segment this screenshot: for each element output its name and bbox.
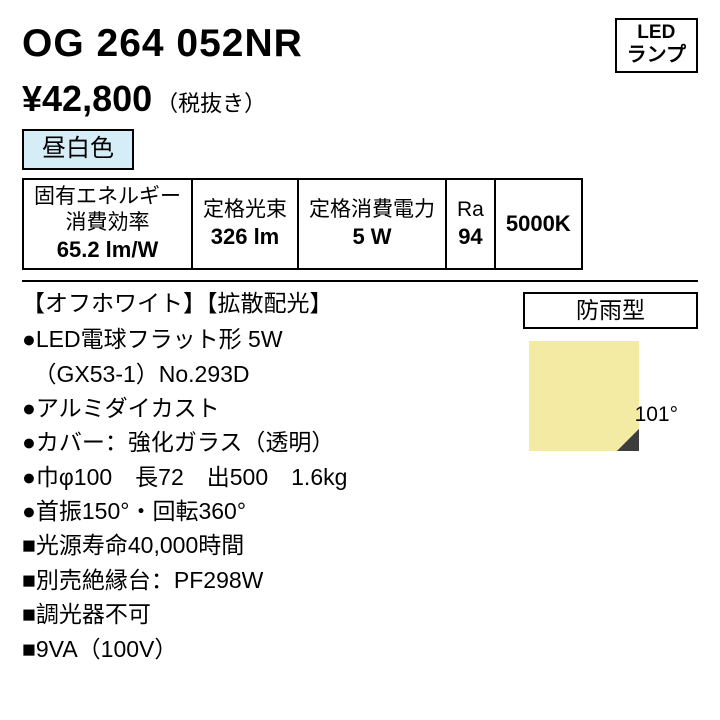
spec-bullet: ●カバー：強化ガラス（透明） (22, 426, 498, 459)
badge-line2: ランプ (627, 44, 686, 67)
spec-cell: 定格消費電力5 W (298, 179, 446, 270)
separator-line (22, 280, 698, 282)
spec-table: 固有エネルギー消費効率65.2 lm/W定格光束326 lm定格消費電力5 WR… (22, 178, 583, 271)
spec-bullet-list: ●LED電球フラット形 5W （GX53-1）No.293D●アルミダイカスト●… (22, 323, 498, 665)
spec-bullet: ●首振150°・回転360° (22, 495, 498, 528)
spec-cell: 固有エネルギー消費効率65.2 lm/W (23, 179, 192, 270)
spec-cell: 定格光束326 lm (192, 179, 298, 270)
spec-bullet: ■光源寿命40,000時間 (22, 529, 498, 562)
spec-bullet: ●巾φ100 長72 出500 1.6kg (22, 461, 498, 494)
spec-bullet: ■別売絶縁台：PF298W (22, 564, 498, 597)
spec-bullet: ■調光器不可 (22, 598, 498, 631)
spec-bullet: ●アルミダイカスト (22, 392, 498, 425)
spec-cell: Ra94 (446, 179, 495, 270)
model-number: OG 264 052NR (22, 18, 303, 71)
spec-bullet: ●LED電球フラット形 5W (22, 323, 498, 356)
color-temp-badge: 昼白色 (22, 129, 134, 169)
beam-angle-label: 101° (635, 401, 678, 429)
tax-note: （税抜き） (156, 89, 266, 119)
rainproof-badge: 防雨型 (523, 292, 698, 329)
badge-line1: LED (627, 22, 686, 44)
attribute-tags: 【オフホワイト】【拡散配光】 (22, 288, 498, 319)
price: ¥42,800 (22, 75, 152, 124)
spec-cell: 5000K (495, 179, 582, 270)
spec-bullet: （GX53-1）No.293D (22, 358, 498, 391)
beam-angle-icon (529, 341, 639, 451)
spec-bullet: ■9VA（100V） (22, 633, 498, 666)
led-lamp-badge: LED ランプ (615, 18, 698, 73)
